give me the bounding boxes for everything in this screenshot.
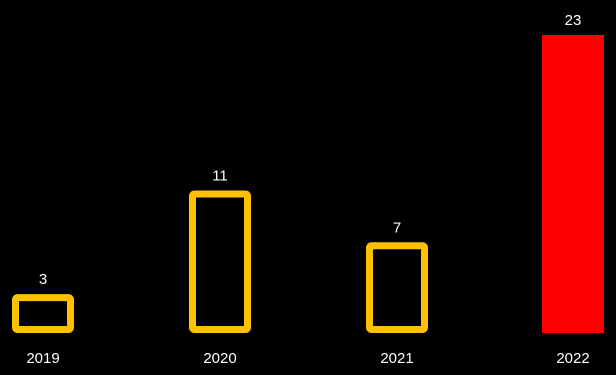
- bar-2020: [189, 190, 251, 333]
- category-label-2022: 2022: [556, 350, 589, 367]
- value-label-2021: 7: [393, 219, 401, 236]
- bar-2021: [366, 242, 428, 334]
- category-label-2020: 2020: [203, 350, 236, 367]
- category-label-2019: 2019: [26, 350, 59, 367]
- category-labels-group: 2019 2020 2021 2022: [26, 350, 589, 367]
- bars-group: [12, 35, 604, 334]
- value-label-2019: 3: [39, 271, 47, 288]
- category-label-2021: 2021: [380, 350, 413, 367]
- value-labels-group: 3 11 7 23: [39, 12, 582, 288]
- value-label-2020: 11: [212, 167, 228, 184]
- value-label-2022: 23: [565, 12, 582, 29]
- bar-2022: [542, 35, 604, 333]
- bar-2019: [12, 294, 74, 333]
